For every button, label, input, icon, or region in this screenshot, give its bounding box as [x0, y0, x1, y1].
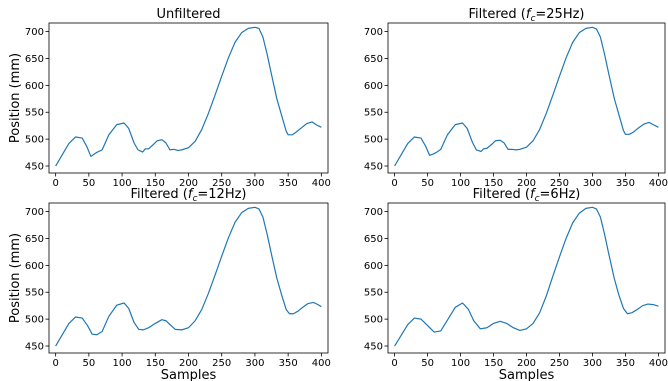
subplot-title-text: Filtered ( — [130, 187, 187, 202]
subplot-title-text: Filtered ( — [473, 187, 530, 202]
y-tick-label: 650 — [364, 54, 383, 65]
y-tick-label: 600 — [25, 81, 44, 92]
y-tick-label: 550 — [25, 108, 44, 119]
subplot-4: Filtered (fc=6Hz) 0 50 100 150 200 250 300 350 40… — [364, 187, 668, 381]
y-tick-label: 650 — [364, 234, 383, 245]
y-tick-label: 700 — [364, 207, 383, 218]
cutoff-value: =12Hz) — [197, 187, 246, 202]
x-tick-label: 300 — [583, 358, 602, 369]
x-tick-label: 0 — [52, 178, 58, 189]
x-tick-label: 200 — [179, 358, 198, 369]
y-tick-label: 700 — [364, 27, 383, 38]
x-tick-label: 250 — [212, 358, 231, 369]
cutoff-symbol: f — [526, 7, 533, 22]
x-tick-label: 150 — [484, 178, 503, 189]
cutoff-symbol: f — [188, 187, 195, 202]
x-tick-label: 250 — [550, 358, 569, 369]
x-tick-label: 0 — [391, 178, 397, 189]
x-tick-label: 200 — [179, 178, 198, 189]
cutoff-value: =6Hz) — [540, 187, 581, 202]
axes-frame — [48, 202, 329, 354]
x-tick-label: 100 — [113, 358, 132, 369]
y-tick-label: 550 — [25, 288, 44, 299]
y-tick-label: 700 — [25, 27, 44, 38]
axes-frame — [48, 22, 329, 174]
y-tick-label: 600 — [25, 261, 44, 272]
x-tick-label: 50 — [421, 178, 434, 189]
x-tick-label: 350 — [616, 178, 635, 189]
subplot-title: Filtered (fc=25Hz) — [468, 7, 584, 24]
x-axis-label: Samples — [161, 368, 217, 381]
y-tick-label: 600 — [364, 261, 383, 272]
x-tick-label: 400 — [649, 358, 668, 369]
axes-frame — [387, 22, 666, 174]
y-tick-label: 650 — [25, 234, 44, 245]
x-tick-label: 100 — [113, 178, 132, 189]
subplot-2: Filtered (fc=25Hz) 0 50 100 150 200 250 300 350 4… — [364, 7, 668, 189]
cutoff-subscript: c — [530, 14, 535, 24]
x-axis-label: Samples — [499, 368, 555, 381]
x-tick-label: 250 — [550, 178, 569, 189]
y-tick-label: 550 — [364, 108, 383, 119]
y-tick-label: 650 — [25, 54, 44, 65]
y-axis-label: Position (mm) — [8, 233, 23, 323]
x-tick-label: 0 — [391, 358, 397, 369]
x-tick-label: 300 — [583, 178, 602, 189]
y-tick-label: 550 — [364, 288, 383, 299]
x-tick-label: 150 — [484, 358, 503, 369]
y-tick-label: 450 — [364, 162, 383, 173]
cutoff-symbol: f — [530, 187, 537, 202]
y-tick-label: 700 — [25, 207, 44, 218]
y-tick-label: 600 — [364, 81, 383, 92]
x-tick-label: 150 — [146, 358, 165, 369]
x-tick-label: 200 — [517, 358, 536, 369]
y-tick-label: 450 — [25, 342, 44, 353]
subplot-title: Filtered (fc=6Hz) — [473, 187, 581, 204]
x-tick-label: 400 — [649, 178, 668, 189]
x-tick-label: 100 — [451, 358, 470, 369]
y-tick-label: 500 — [25, 315, 44, 326]
x-tick-label: 400 — [312, 358, 331, 369]
data-series-line — [55, 26, 322, 167]
x-tick-label: 250 — [212, 178, 231, 189]
y-tick-label: 450 — [364, 342, 383, 353]
x-tick-label: 350 — [279, 178, 298, 189]
x-tick-label: 200 — [517, 178, 536, 189]
cutoff-subscript: c — [535, 194, 540, 204]
x-tick-label: 350 — [279, 358, 298, 369]
y-tick-label: 450 — [25, 162, 44, 173]
y-tick-label: 500 — [364, 135, 383, 146]
x-tick-label: 50 — [421, 358, 434, 369]
data-series-line — [394, 26, 659, 167]
subplot-title: Unfiltered — [157, 7, 221, 22]
subplot-title: Filtered (fc=12Hz) — [130, 187, 246, 204]
cutoff-subscript: c — [192, 194, 197, 204]
subplot-title-text: Unfiltered — [157, 7, 221, 22]
y-axis-label: Position (mm) — [8, 53, 23, 143]
x-tick-label: 150 — [146, 178, 165, 189]
subplot-3: Filtered (fc=12Hz) 0 50 100 150 200 250 300 350 4… — [8, 187, 331, 381]
data-series-line — [55, 206, 322, 347]
y-tick-label: 500 — [25, 135, 44, 146]
x-tick-label: 300 — [245, 358, 264, 369]
x-tick-label: 350 — [616, 358, 635, 369]
subplot-1: Unfiltered 0 50 100 150 200 250 300 350 400 450 500… — [8, 7, 331, 189]
data-series-line — [394, 206, 659, 347]
subplot-title-text: Filtered ( — [468, 7, 525, 22]
x-tick-label: 50 — [82, 358, 95, 369]
axes-frame — [387, 202, 666, 354]
y-tick-label: 500 — [364, 315, 383, 326]
cutoff-value: =25Hz) — [535, 7, 584, 22]
x-tick-label: 50 — [82, 178, 95, 189]
x-tick-label: 0 — [52, 358, 58, 369]
x-tick-label: 400 — [312, 178, 331, 189]
x-tick-label: 100 — [451, 178, 470, 189]
x-tick-label: 300 — [245, 178, 264, 189]
